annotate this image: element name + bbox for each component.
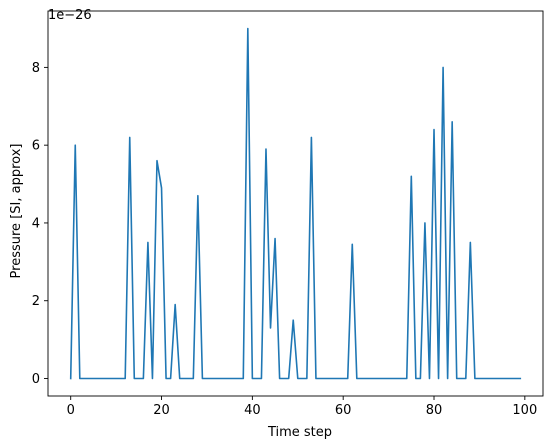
ticks-layer: 0 20 40 60 80 100 0 2 4 6 8 <box>32 61 538 418</box>
y-offset-text: 1e−26 <box>48 8 92 23</box>
series-line-0 <box>69 27 522 380</box>
y-tick-label: 4 <box>32 216 40 231</box>
x-tick-label: 20 <box>153 403 170 418</box>
y-axis-label: Pressure [SI, approx] <box>9 144 24 279</box>
y-tick-label: 8 <box>32 61 40 76</box>
x-tick-label: 60 <box>335 403 352 418</box>
x-tick-label: 0 <box>67 403 75 418</box>
x-tick-label: 100 <box>512 403 537 418</box>
axes-frame <box>47 10 544 397</box>
y-tick-label: 0 <box>32 372 40 387</box>
x-tick-label: 80 <box>426 403 443 418</box>
y-tick-label: 2 <box>32 294 40 309</box>
x-axis-label: Time step <box>267 425 332 440</box>
series-layer <box>69 27 522 380</box>
y-tick-label: 6 <box>32 139 40 154</box>
axes-layer <box>47 10 544 397</box>
x-tick-label: 40 <box>244 403 261 418</box>
